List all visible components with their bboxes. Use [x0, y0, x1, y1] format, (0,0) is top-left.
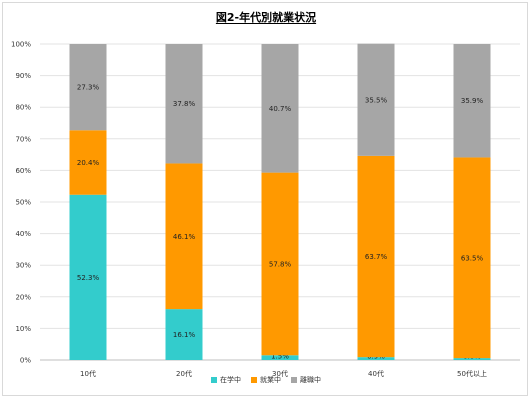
- legend-swatch: [291, 377, 297, 383]
- data-label: 46.1%: [173, 233, 196, 241]
- bar-segment: [165, 309, 203, 360]
- data-label: 27.3%: [77, 84, 100, 92]
- data-label: 57.8%: [269, 260, 292, 268]
- data-label: 20.4%: [77, 159, 100, 167]
- data-label: 16.1%: [173, 331, 196, 339]
- data-label: 40.7%: [269, 105, 292, 113]
- y-tick-label: 70%: [15, 135, 31, 143]
- data-label: 1.5%: [271, 353, 289, 361]
- bar-segment: [165, 163, 203, 310]
- y-tick-label: 80%: [15, 104, 31, 112]
- bar-segment: [165, 44, 203, 164]
- data-label: 63.7%: [365, 253, 388, 261]
- legend-label: 就業中: [260, 376, 281, 384]
- x-tick-label: 10代: [80, 369, 96, 378]
- bar-segment: [453, 358, 491, 360]
- chart-title: 図2-年代別就業状況: [215, 11, 317, 24]
- bar-segment: [357, 43, 395, 156]
- x-tick-label: 40代: [368, 369, 384, 378]
- x-tick-label: 20代: [176, 369, 192, 378]
- data-label: 37.8%: [173, 100, 196, 108]
- bar-segment: [69, 44, 107, 131]
- legend: 在学中 就業中 離職中: [0, 375, 532, 385]
- bar-segment: [453, 157, 491, 359]
- y-tick-label: 90%: [15, 72, 31, 80]
- y-tick-label: 20%: [15, 293, 31, 301]
- legend-label: 離職中: [300, 376, 321, 384]
- bar-segment: [69, 130, 107, 195]
- x-tick-label: 50代以上: [457, 369, 487, 378]
- bar-segment: [69, 194, 107, 360]
- y-tick-label: 60%: [15, 167, 31, 175]
- y-tick-label: 0%: [20, 357, 31, 365]
- legend-swatch: [211, 377, 217, 383]
- bar-segment: [261, 44, 299, 173]
- data-label: 35.9%: [461, 97, 484, 105]
- legend-item: 就業中: [251, 375, 281, 385]
- data-label: 63.5%: [461, 254, 484, 262]
- chart-frame: [2, 2, 528, 396]
- legend-item: 離職中: [291, 375, 321, 385]
- bar-segment: [261, 172, 299, 356]
- legend-item: 在学中: [211, 375, 241, 385]
- data-label: 35.5%: [365, 96, 388, 104]
- y-tick-label: 30%: [15, 262, 31, 270]
- legend-label: 在学中: [220, 376, 241, 384]
- y-tick-label: 100%: [11, 41, 31, 49]
- bar-segment: [261, 355, 299, 360]
- y-tick-label: 10%: [15, 325, 31, 333]
- y-tick-label: 50%: [15, 199, 31, 207]
- bar-segment: [453, 44, 491, 158]
- bar-segment: [357, 155, 395, 358]
- y-tick-label: 40%: [15, 230, 31, 238]
- legend-swatch: [251, 377, 257, 383]
- x-tick-label: 30代: [272, 369, 288, 378]
- bar-segment: [357, 357, 395, 360]
- data-label: 52.3%: [77, 274, 100, 282]
